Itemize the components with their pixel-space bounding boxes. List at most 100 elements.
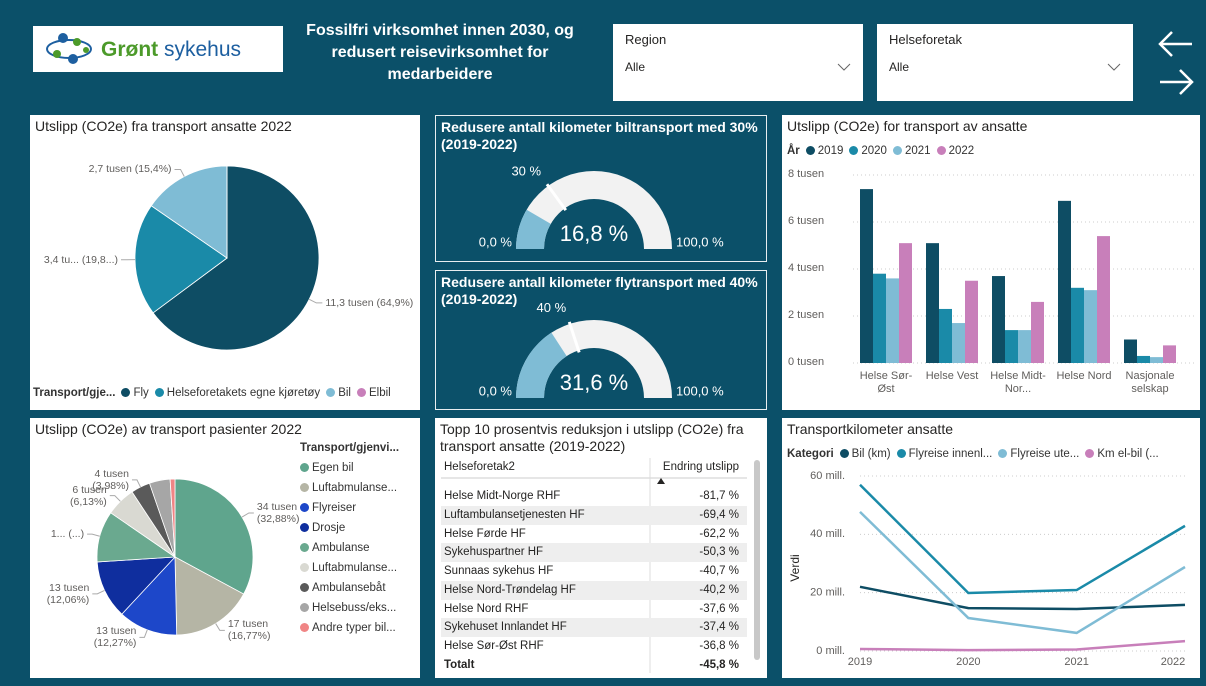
y-tick-label: 40 mill. — [810, 528, 845, 540]
legend-item: 2020 — [849, 145, 887, 157]
bar — [1163, 345, 1176, 363]
legend-swatch — [300, 583, 309, 592]
data-label: 1... (...) — [50, 528, 85, 541]
y-axis-title: Verdi — [788, 554, 802, 581]
legend-label: 2019 — [817, 145, 844, 157]
legend: Transport/gjenvi... Egen bil Luftabmulanse… — [300, 442, 399, 634]
slicer[interactable]: Region Alle — [613, 24, 863, 101]
leader-line — [215, 623, 225, 631]
bar — [1150, 357, 1163, 363]
leader-line — [87, 533, 100, 537]
legend-swatch — [121, 388, 131, 397]
legend-title: År — [787, 145, 800, 157]
nav-arrows[interactable] — [1156, 26, 1202, 102]
bar — [939, 308, 952, 363]
legend-item: 2022 — [936, 145, 975, 157]
legend-swatch — [300, 523, 309, 532]
legend-label: Drosje — [312, 522, 346, 534]
back-arrow[interactable] — [1158, 31, 1192, 57]
gauge-panel: Redusere antall kilometer biltransport m… — [435, 115, 767, 262]
panel-title: Utslipp (CO2e) fra transport ansatte 202… — [35, 118, 292, 134]
legend-label: Luftabmulanse... — [312, 482, 398, 494]
legend-item: Flyreise ute... — [998, 448, 1079, 460]
data-label: 34 tusen (32,88%) — [256, 500, 300, 525]
bar — [1058, 200, 1071, 363]
x-tick-label: 2021 — [1064, 656, 1088, 668]
legend-item: Helseforetakets egne kjøretøy — [154, 387, 321, 399]
legend-swatch — [892, 146, 902, 155]
legend-label: Helseforetakets egne kjøretøy — [166, 387, 321, 399]
data-label: 6 tusen (6,13%) — [70, 483, 107, 508]
slicer-value[interactable]: Alle — [625, 60, 646, 74]
legend-swatch — [326, 388, 336, 397]
table-cell: -81,7 % — [699, 490, 739, 502]
legend-label: Ambulansebåt — [312, 582, 386, 594]
logo-word: sykehus — [164, 38, 242, 61]
plot: 0 tusen 2 tusen 4 tusen 6 tusen 8 tusen — [788, 168, 1195, 368]
bar — [873, 273, 886, 363]
legend-item: Luftabmulanse... — [300, 562, 397, 574]
gauge-panel: Redusere antall kilometer flytransport m… — [435, 270, 767, 410]
bar — [1084, 290, 1097, 363]
legend-swatch — [896, 449, 906, 458]
slicer-value[interactable]: Alle — [889, 60, 910, 74]
legend-swatch — [1085, 449, 1095, 458]
legend-label: Fly — [133, 387, 149, 399]
table-cell: -69,4 % — [699, 508, 739, 521]
table-panel: Topp 10 prosentvis reduksjon i utslipp (… — [435, 418, 767, 678]
y-tick-label: 2 tusen — [788, 309, 824, 321]
legend-label: Flyreiser — [312, 502, 357, 514]
panel-title: Redusere antall kilometer biltransport m… — [441, 119, 758, 152]
gauge-max-label: 100,0 % — [676, 234, 724, 249]
legend-label: 2022 — [948, 145, 975, 157]
table-cell: -50,3 % — [699, 546, 739, 559]
table-cell: -40,7 % — [699, 565, 739, 577]
table-cell: Helse Nord RHF — [444, 602, 529, 615]
pie-panel: Utslipp (CO2e) av transport pasienter 20… — [30, 418, 420, 678]
gauge-max-label: 100,0 % — [676, 383, 724, 398]
table-cell: -36,8 % — [699, 640, 739, 652]
y-tick-label: 20 mill. — [810, 587, 845, 599]
legend-label: Helsebuss/eks... — [312, 602, 397, 614]
slicer[interactable]: Helseforetak Alle — [877, 24, 1133, 101]
bar — [1124, 339, 1137, 363]
forward-arrow[interactable] — [1160, 69, 1194, 95]
logo-text: Grønt sykehus — [101, 38, 241, 62]
table-cell: Helse Nord-Trøndelag HF — [444, 583, 576, 596]
gauge-target-label: 30 % — [511, 164, 541, 179]
y-tick-label: 8 tusen — [788, 168, 824, 180]
legend-item: Egen bil — [300, 462, 354, 474]
chevron — [1107, 63, 1121, 71]
bar — [965, 280, 978, 363]
legend-title: Transport/gjenvi... — [300, 442, 400, 454]
bar — [952, 323, 965, 363]
table-cell: Helse Førde HF — [444, 527, 526, 540]
x-tick-label: Helse Vest — [925, 370, 979, 382]
logo-word: Grønt — [101, 38, 159, 61]
bar — [926, 243, 939, 363]
x-tick-label: Nasjonale selskap — [1125, 370, 1175, 395]
table-cell: Luftambulansetjenesten HF — [444, 508, 585, 521]
leader-line — [92, 589, 105, 595]
bar — [1137, 355, 1150, 363]
line-series — [859, 483, 1186, 595]
legend-item: 2021 — [892, 145, 931, 157]
legend-title: Transport/gje... — [33, 387, 116, 399]
scrollbar[interactable] — [754, 460, 760, 660]
header-title: medarbeidere — [387, 66, 493, 83]
row-stripe — [441, 505, 747, 525]
table-cell: -40,2 % — [699, 583, 739, 596]
leader-line — [131, 479, 141, 488]
gauge-track — [516, 171, 672, 249]
legend-swatch — [805, 146, 815, 155]
bar — [886, 278, 899, 363]
legend-item: 2019 — [805, 145, 844, 157]
legend-label: Andre typer bil... — [312, 622, 396, 634]
bar — [860, 189, 873, 363]
bar — [1018, 330, 1031, 363]
panel-title: Topp 10 prosentvis reduksjon i utslipp (… — [440, 421, 744, 454]
legend-item: Bil — [326, 387, 351, 399]
pie-slice — [96, 556, 176, 615]
plot: 30 % 0,0 % 100,0 % 16,8 % — [479, 164, 724, 250]
